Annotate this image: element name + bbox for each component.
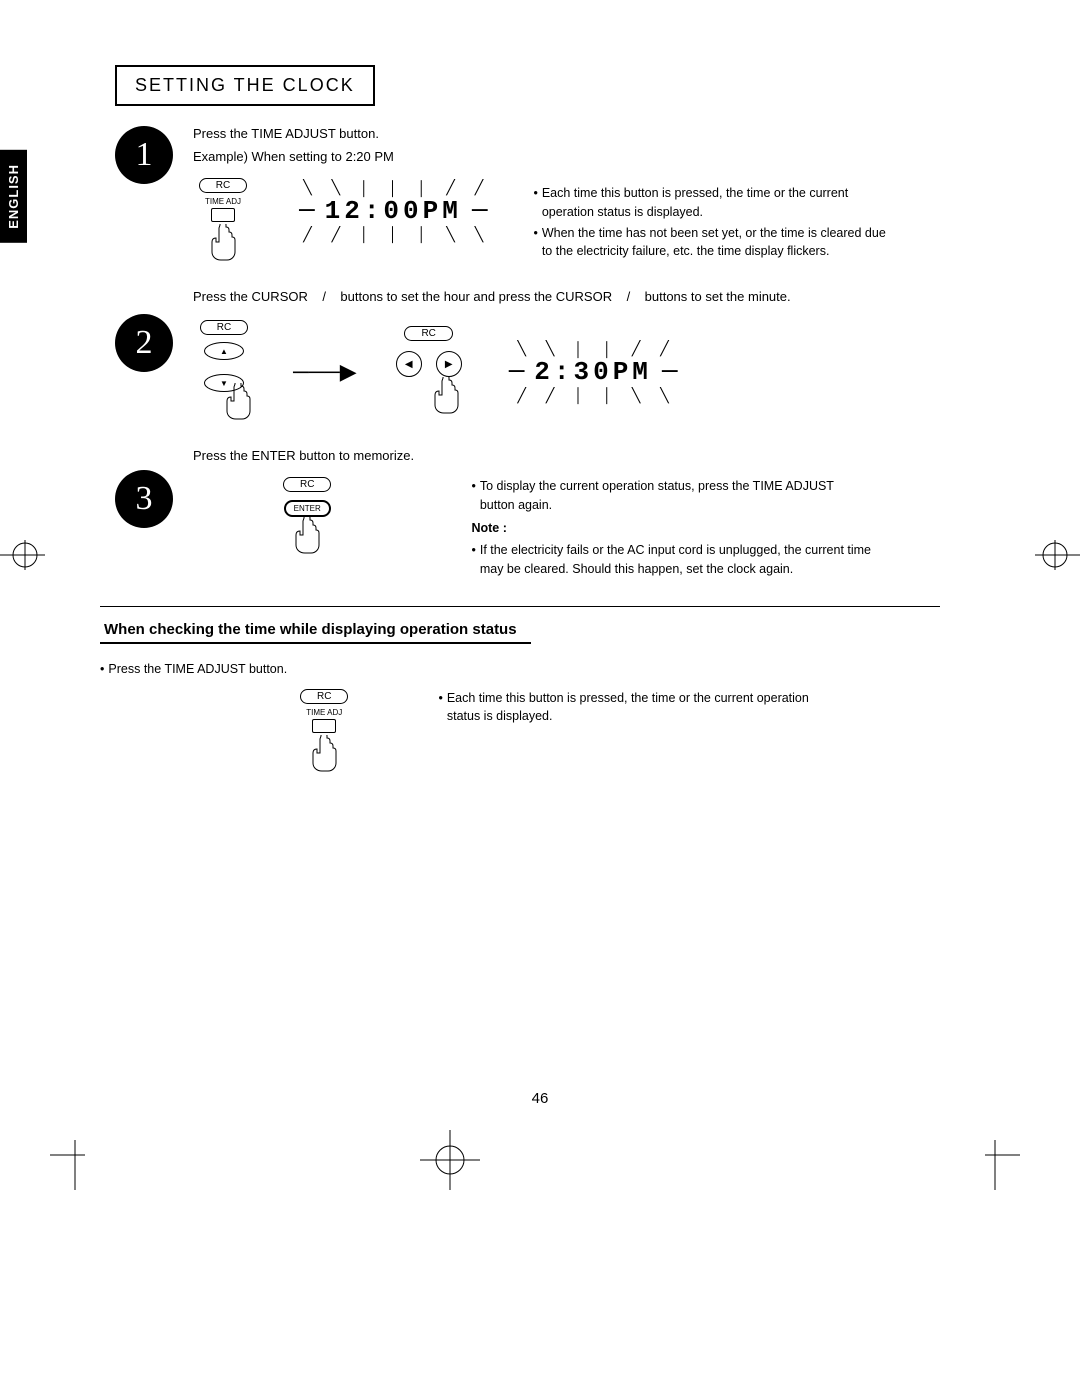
note-label: Note : — [471, 519, 871, 538]
hand-press-icon — [221, 383, 255, 423]
subsection-bullet-left: Press the TIME ADJUST button. — [108, 660, 287, 679]
step2-text-c: buttons to set the hour and press the CU… — [340, 289, 612, 304]
cursor-right-icon: ▶ — [436, 351, 462, 377]
step2-text-e: buttons to set the minute. — [645, 289, 791, 304]
hand-press-icon — [307, 735, 341, 775]
language-tab: ENGLISH — [0, 150, 27, 243]
step3-bullet1: To display the current operation status,… — [480, 477, 872, 515]
subsection-bullet-right: Each time this button is pressed, the ti… — [447, 689, 839, 727]
arrow-right-icon: ───▶ — [293, 359, 357, 385]
step1-bullet-0: Each time this button is pressed, the ti… — [542, 184, 894, 222]
display2-text: 2:30PM — [534, 357, 652, 387]
time-adj-label: TIME ADJ — [205, 197, 241, 206]
divider — [100, 606, 940, 607]
cursor-up-icon: ▲ — [204, 342, 244, 360]
rc-badge: RC — [300, 689, 348, 704]
step2-line1: Press the CURSOR / buttons to set the ho… — [193, 289, 1010, 304]
step3-line1: Press the ENTER button to memorize. — [193, 448, 1010, 463]
step2-text-a: Press the CURSOR — [193, 289, 308, 304]
step2-text-d: / — [627, 289, 631, 304]
step1-bullets: •Each time this button is pressed, the t… — [533, 184, 893, 263]
hand-press-icon — [206, 224, 240, 264]
clock-display-2: ╲╲││╱╱ ─2:30PM─ ╱╱││╲╲ — [493, 343, 694, 401]
step-1: 1 Press the TIME ADJUST button. Example)… — [115, 126, 1010, 264]
step3-bullets: •To display the current operation status… — [471, 477, 871, 581]
step-2: 2 Press the CURSOR / buttons to set the … — [115, 289, 1010, 423]
remote-cursor-leftright: RC ◀ ▶ — [395, 326, 463, 417]
rc-badge: RC — [283, 477, 331, 492]
crop-mark-bottom-left-icon — [50, 1140, 100, 1190]
step1-bullet-1: When the time has not been set yet, or t… — [542, 224, 894, 262]
remote-time-adj: RC TIME ADJ — [193, 178, 253, 264]
remote-enter: RC ENTER — [283, 477, 331, 557]
page-number: 46 — [0, 1090, 1080, 1107]
step1-line1: Press the TIME ADJUST button. — [193, 126, 1010, 141]
subsection-bullets-right: •Each time this button is pressed, the t… — [438, 689, 838, 729]
step2-text-b: / — [322, 289, 326, 304]
step-3: 3 Press the ENTER button to memorize. RC… — [115, 448, 1010, 581]
rc-badge: RC — [404, 326, 452, 341]
time-adj-label: TIME ADJ — [306, 708, 342, 717]
step-number-1: 1 — [115, 126, 173, 184]
cursor-left-icon: ◀ — [396, 351, 422, 377]
crop-mark-bottom-right-icon — [970, 1140, 1020, 1190]
page-content: SETTING THE CLOCK 1 Press the TIME ADJUS… — [60, 0, 1010, 775]
enter-button-icon: ENTER — [284, 500, 331, 517]
remote-cursor-updown: RC ▲ ▼ — [193, 320, 255, 423]
clock-display-1: ╲╲│││╱╱ ─12:00PM─ ╱╱│││╲╲ — [283, 182, 503, 240]
section-title: SETTING THE CLOCK — [115, 65, 375, 106]
rc-badge: RC — [199, 178, 247, 193]
crop-mark-right-icon — [1020, 530, 1080, 580]
step3-bullet2: If the electricity fails or the AC input… — [480, 541, 872, 579]
remote-time-adj-2: RC TIME ADJ — [300, 689, 348, 775]
time-adj-button-icon — [211, 208, 235, 222]
step-number-3: 3 — [115, 470, 173, 528]
subsection-title: When checking the time while displaying … — [100, 621, 531, 644]
step1-line2: Example) When setting to 2:20 PM — [193, 149, 1010, 164]
crop-mark-bottom-center-icon — [420, 1130, 480, 1190]
display1-text: 12:00PM — [325, 196, 462, 226]
hand-press-icon — [429, 377, 463, 417]
rc-badge: RC — [200, 320, 248, 335]
crop-mark-left-icon — [0, 530, 60, 580]
hand-press-icon — [290, 517, 324, 557]
step-number-2: 2 — [115, 314, 173, 372]
time-adj-button-icon — [312, 719, 336, 733]
